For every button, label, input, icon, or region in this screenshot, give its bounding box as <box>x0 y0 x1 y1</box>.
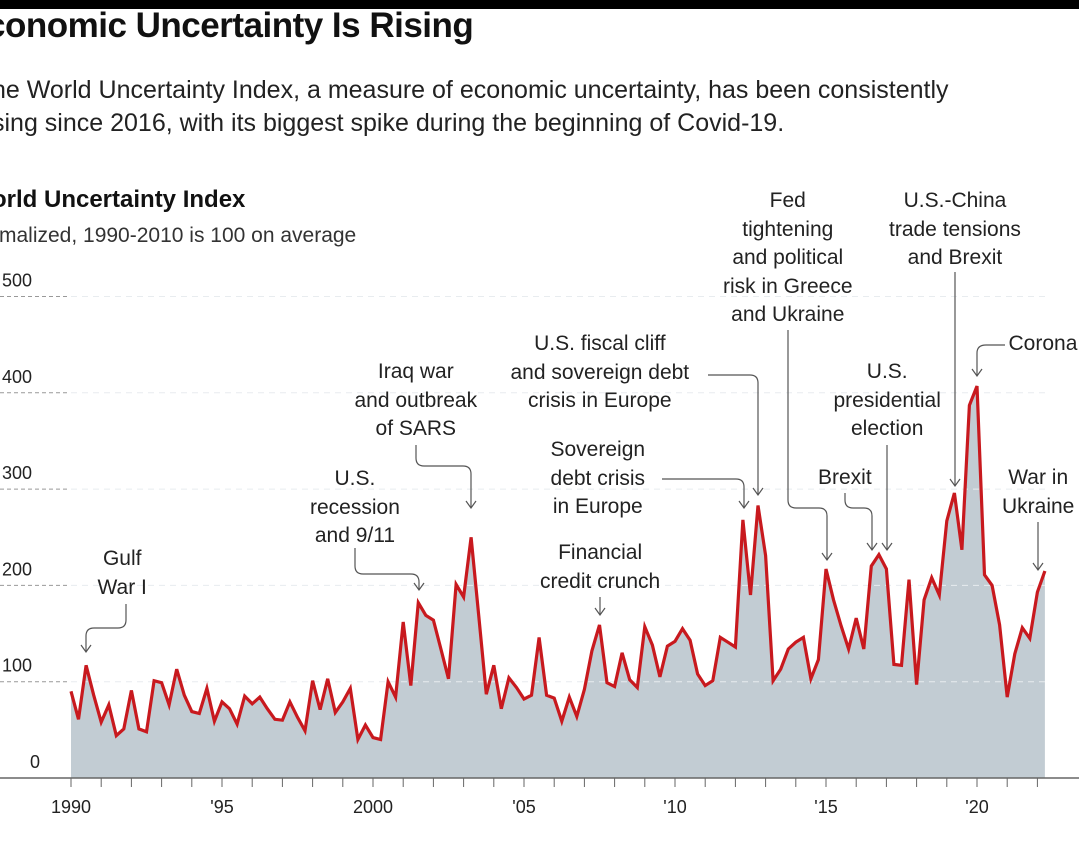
leader-fed <box>787 330 828 560</box>
x-tick-label: 1990 <box>51 797 91 817</box>
leader-corona <box>976 344 1005 376</box>
annotation-gulf: Gulf War I <box>98 545 147 602</box>
data-points <box>70 386 1045 740</box>
arrowhead-icon <box>80 644 92 654</box>
arrowhead-icon <box>949 478 961 488</box>
annotation-ukraine: War in Ukraine <box>1002 464 1074 521</box>
annotation-line: Financial <box>558 541 643 564</box>
annotation-fed: Fed tightening and political risk in Greece… <box>723 187 853 330</box>
x-tick-label: '05 <box>512 797 535 817</box>
annotation-line: Brexit <box>818 466 872 489</box>
y-tick-label: 300 <box>2 463 32 483</box>
y-tick-label: 0 <box>30 752 40 772</box>
arrowhead-icon <box>866 542 878 552</box>
annotation-line: risk in Greece <box>723 274 853 298</box>
annotation-line: U.S. <box>866 360 908 383</box>
annotation-line: credit crunch <box>540 569 661 593</box>
arrowhead-icon <box>738 500 750 510</box>
subtitle-line-1: he World Uncertainty Index, a measure of… <box>0 76 949 104</box>
annotation-line: of SARS <box>375 417 457 440</box>
annotation-brexit: Brexit <box>818 464 872 493</box>
x-tick-label: '95 <box>210 797 233 817</box>
annotation-line: and outbreak <box>354 388 478 412</box>
annotation-line: Sovereign <box>550 438 646 461</box>
annotation-line: and political <box>732 246 844 269</box>
annotation-line: and sovereign debt <box>510 360 690 384</box>
leader-iraq <box>415 445 472 508</box>
annotation-line: Corona <box>1008 332 1078 355</box>
annotation-leaders <box>80 272 1044 654</box>
y-axis-labels: 0 100 200 300 400 500 <box>2 271 40 773</box>
arrowhead-icon <box>594 607 606 617</box>
annotation-line: recession <box>310 495 400 519</box>
annotation-fiscal: U.S. fiscal cliff and sovereign debt crisi… <box>511 330 690 416</box>
annotation-line: Ukraine <box>1002 494 1075 518</box>
annotation-iraq: Iraq war and outbreak of SARS <box>355 358 478 444</box>
annotation-line: U.S.-China <box>903 189 1007 212</box>
y-tick-label: 400 <box>2 367 32 387</box>
annotation-line: election <box>851 417 924 440</box>
annotation-line: Iraq war <box>377 360 454 383</box>
leader-fiscal <box>708 374 759 495</box>
annotation-tradewar: U.S.-China trade tensions and Brexit <box>889 187 1021 273</box>
subtitle-line-2: sing since 2016, with its biggest spike … <box>0 109 785 137</box>
annotation-line: presidential <box>833 388 941 412</box>
annotation-financial: Financial credit crunch <box>540 539 660 596</box>
annotation-line: tightening <box>742 217 834 241</box>
annotation-line: trade tensions <box>889 217 1021 241</box>
arrowhead-icon <box>752 487 764 497</box>
annotation-line: and Brexit <box>907 246 1003 269</box>
gridlines-over-area <box>71 296 1046 683</box>
chart-subtitle: rmalized, 1990-2010 is 100 on average <box>0 224 357 247</box>
annotation-sovereign: Sovereign debt crisis in Europe <box>551 436 646 522</box>
annotation-line: Gulf <box>102 547 142 570</box>
leader-gulf <box>85 604 127 652</box>
annotation-line: and 9/11 <box>314 524 396 547</box>
x-tick-label: 2000 <box>353 797 393 817</box>
top-bar <box>0 0 1079 9</box>
annotation-line: crisis in Europe <box>528 389 672 412</box>
x-axis: 1990 '95 2000 '05 '10 '15 '20 <box>0 777 1079 817</box>
annotation-line: War I <box>97 575 147 599</box>
y-tick-label: 200 <box>2 559 32 579</box>
annotation-line: debt crisis <box>550 466 646 490</box>
annotation-line: War in <box>1008 466 1069 489</box>
series-line <box>69 385 1047 745</box>
annotation-recession: U.S. recession and 9/11 <box>310 465 400 551</box>
page-subtitle: he World Uncertainty Index, a measure of… <box>0 74 949 140</box>
y-tick-label: 500 <box>2 271 32 291</box>
leader-brexit <box>844 493 873 550</box>
annotation-line: and Ukraine <box>731 303 845 326</box>
y-tick-label: 100 <box>2 656 32 676</box>
gridlines <box>0 296 68 683</box>
x-tick-label: '20 <box>965 797 988 817</box>
page-title: conomic Uncertainty Is Rising <box>0 6 474 45</box>
arrowhead-icon <box>971 368 983 378</box>
arrowhead-icon <box>1032 562 1044 572</box>
area-fill <box>71 386 1045 778</box>
arrowhead-icon <box>465 500 477 510</box>
arrowhead-icon <box>413 582 425 592</box>
x-tick-label: '15 <box>814 797 837 817</box>
chart-title: orld Uncertainty Index <box>0 186 246 213</box>
leader-sovereign <box>662 478 745 508</box>
arrowhead-icon <box>821 552 833 562</box>
x-tick-label: '10 <box>663 797 686 817</box>
annotation-line: U.S. fiscal cliff <box>534 332 666 355</box>
annotation-line: in Europe <box>552 495 643 518</box>
annotation-line: U.S. <box>334 467 376 490</box>
annotation-election: U.S. presidential election <box>834 358 941 444</box>
arrowhead-icon <box>881 542 893 552</box>
annotation-line: Fed <box>769 189 806 212</box>
annotation-corona: Corona <box>1009 330 1078 359</box>
leader-recession <box>354 548 420 590</box>
